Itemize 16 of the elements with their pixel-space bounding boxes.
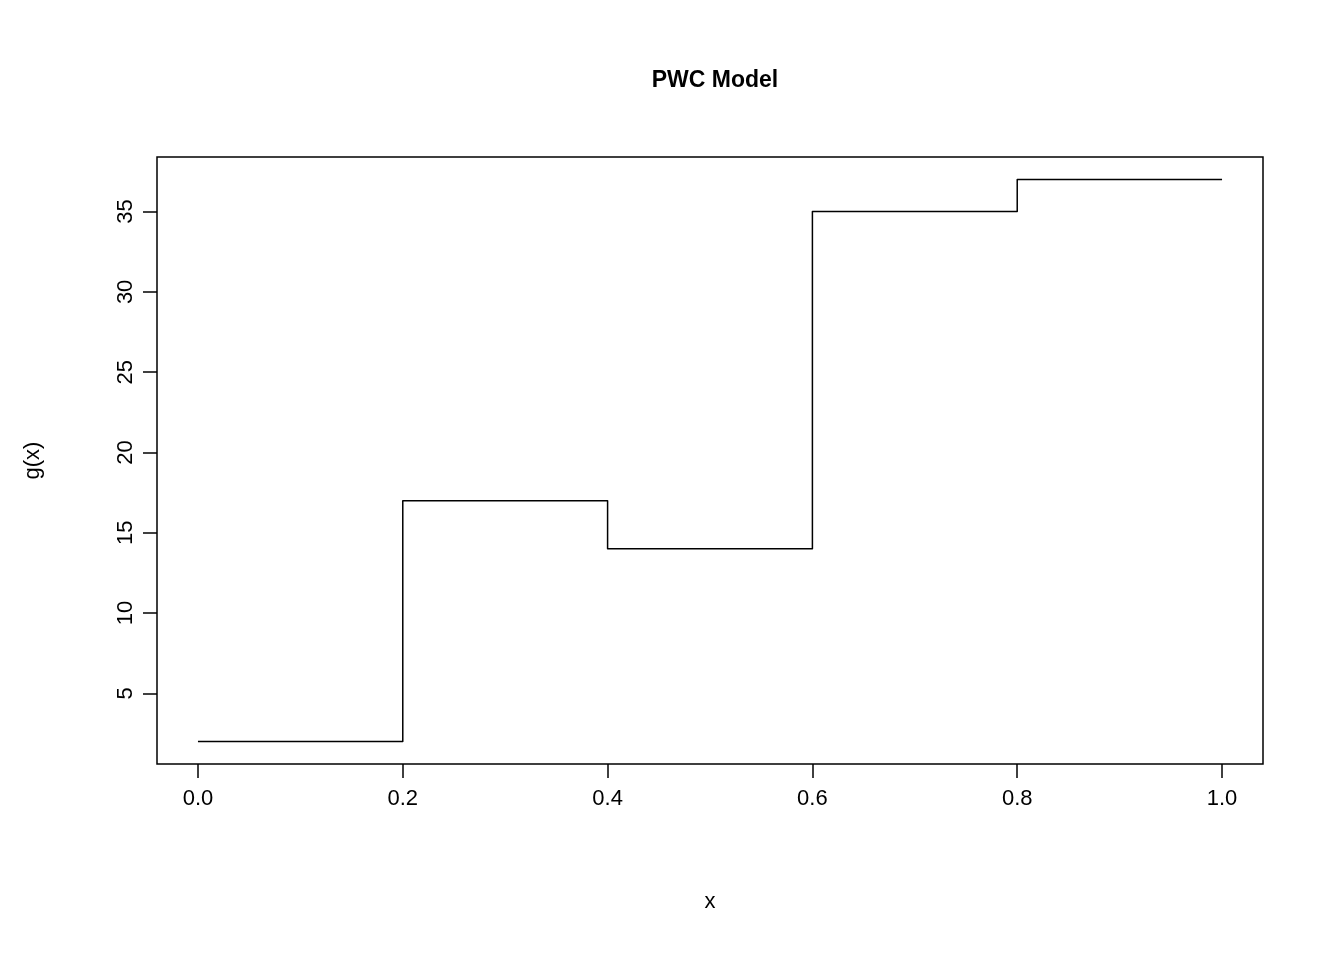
y-tick-label: 20: [111, 440, 137, 465]
x-tick-label: 0.4: [592, 784, 623, 810]
y-tick-label: 25: [111, 359, 137, 385]
y-tick-label: 15: [111, 520, 137, 545]
y-tick-label: 5: [111, 687, 137, 700]
x-tick-label: 0.8: [1001, 784, 1033, 810]
y-tick-label: 35: [111, 199, 137, 224]
chart-title: PWC Model: [651, 65, 779, 92]
x-tick-label: 0.6: [797, 784, 828, 810]
y-axis-title: g(x): [18, 441, 44, 480]
x-axis-title: x: [704, 887, 716, 913]
x-tick-label: 0.2: [387, 784, 419, 810]
x-tick-label: 1.0: [1206, 784, 1238, 810]
y-tick-label: 10: [111, 600, 137, 626]
y-tick-label: 30: [111, 279, 137, 305]
x-tick-label: 0.0: [182, 784, 214, 810]
